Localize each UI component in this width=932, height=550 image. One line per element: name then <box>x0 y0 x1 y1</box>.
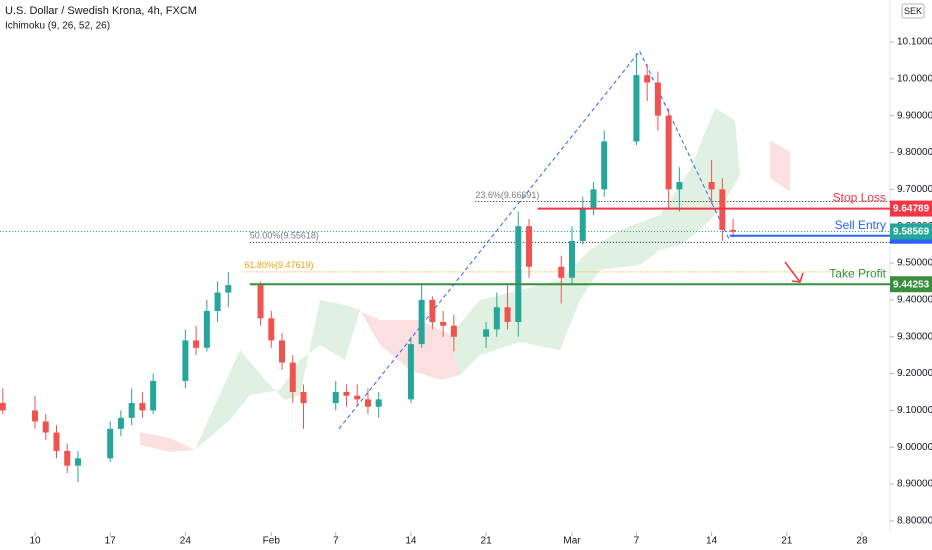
x-tick-label: 14 <box>405 536 417 547</box>
candle-body <box>730 229 737 232</box>
level-label: Take Profit <box>829 266 886 280</box>
candle-body <box>225 285 232 293</box>
level-label: Stop Loss <box>833 191 886 205</box>
candle-body <box>128 403 135 418</box>
candle-body <box>558 266 565 278</box>
x-tick-label: 17 <box>105 536 117 547</box>
candle-body <box>42 421 49 433</box>
candle-body <box>139 403 146 411</box>
candle-body <box>53 432 60 451</box>
candle-body <box>644 75 651 83</box>
currency-box <box>901 3 925 19</box>
candle-body <box>214 292 221 311</box>
price-tag <box>890 223 932 240</box>
candle-body <box>354 395 361 400</box>
candle-body <box>257 285 264 319</box>
candle-body <box>429 299 436 322</box>
candle-body <box>0 403 6 411</box>
y-tick-label: 9.70000 <box>897 184 932 195</box>
candle-body <box>268 318 275 341</box>
candle-body <box>450 325 457 337</box>
candle-body <box>74 458 81 466</box>
ichimoku-cloud <box>140 108 790 452</box>
price-tag-label: 9.44253 <box>893 279 930 290</box>
candle-body <box>375 399 382 407</box>
candle-body <box>332 392 339 404</box>
x-tick-label: 21 <box>781 536 793 547</box>
x-tick-label: Mar <box>563 536 581 547</box>
candle-body <box>526 226 533 267</box>
chart-title: U.S. Dollar / Swedish Krona, 4h, FXCM <box>5 5 197 17</box>
x-tick-label: Feb <box>263 536 281 547</box>
y-tick-label: 9.00000 <box>897 442 932 453</box>
x-tick-label: 14 <box>706 536 718 547</box>
candle-body <box>182 340 189 381</box>
fib-label: 61.80%(9.47619) <box>244 260 313 270</box>
y-tick-label: 9.90000 <box>897 110 932 121</box>
x-tick-label: 10 <box>29 536 41 547</box>
candle-body <box>203 310 210 348</box>
candle-body <box>515 226 522 322</box>
candle-body <box>64 450 71 466</box>
price-tag <box>890 200 932 217</box>
candle-body <box>504 307 511 322</box>
currency-label: SEK <box>904 6 922 16</box>
y-tick-label: 9.40000 <box>897 295 932 306</box>
y-tick-label: 9.50000 <box>897 258 932 269</box>
x-tick-label: 7 <box>333 536 339 547</box>
candle-body <box>32 410 39 422</box>
y-tick-label: 10.10000 <box>897 37 932 48</box>
y-tick-label: 9.30000 <box>897 331 932 342</box>
arrow <box>784 261 804 283</box>
candle-body <box>493 307 500 330</box>
y-tick-label: 9.10000 <box>897 405 932 416</box>
candle-body <box>117 417 124 429</box>
candle-body <box>665 115 672 190</box>
candle-body <box>719 189 726 230</box>
price-tag-label: 9.58569 <box>893 227 930 238</box>
x-tick-label: 7 <box>634 536 640 547</box>
candle-body <box>654 82 661 116</box>
y-tick-label: 8.90000 <box>897 479 932 490</box>
fib-label: 23.6%(9.66691) <box>475 190 539 200</box>
candle-body <box>676 182 683 190</box>
y-tick-label: 10.00000 <box>897 73 932 84</box>
candle-body <box>193 340 200 348</box>
candle-body <box>590 189 597 208</box>
candle-body <box>279 340 286 363</box>
y-tick-label: 9.20000 <box>897 368 932 379</box>
candle-body <box>300 392 307 404</box>
indicator-label: Ichimoku (9, 26, 52, 26) <box>5 21 110 32</box>
candle-body <box>289 362 296 392</box>
fib-label: 50.00%(9.55618) <box>250 231 319 241</box>
y-tick-label: 8.80000 <box>897 516 932 527</box>
price-tag-label: 9.64789 <box>893 204 930 215</box>
candle-body <box>107 428 114 459</box>
candle-body <box>483 329 490 337</box>
x-tick-label: 24 <box>180 536 192 547</box>
x-tick-label: 21 <box>481 536 493 547</box>
price-tag <box>890 276 932 293</box>
candle-body <box>708 182 715 190</box>
candle-body <box>440 322 447 326</box>
level-label: Sell Entry <box>835 218 886 232</box>
candle-body <box>343 392 350 396</box>
candle-body <box>364 399 371 407</box>
candle-body <box>150 380 157 411</box>
candle-body <box>633 75 640 142</box>
candle-body <box>579 207 586 241</box>
y-tick-label: 9.80000 <box>897 147 932 158</box>
candle-body <box>568 240 575 278</box>
candle-body <box>601 141 608 190</box>
candle-body <box>418 299 425 345</box>
x-tick-label: 28 <box>856 536 868 547</box>
candle-body <box>407 344 414 400</box>
